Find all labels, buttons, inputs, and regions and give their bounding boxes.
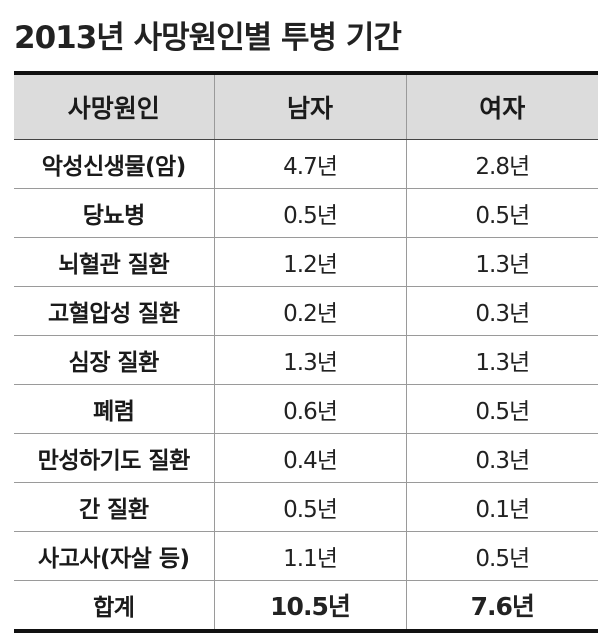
male-value-cell: 0.4년 bbox=[213, 433, 406, 483]
female-value-cell: 1.3년 bbox=[405, 237, 598, 287]
header-row: 사망원인 남자 여자 bbox=[14, 71, 598, 140]
total-female-cell: 7.6년 bbox=[405, 580, 598, 633]
female-value-cell: 0.3년 bbox=[405, 286, 598, 336]
male-value-cell: 0.5년 bbox=[213, 482, 406, 532]
table-header: 사망원인 남자 여자 bbox=[14, 71, 598, 140]
male-value-cell: 1.3년 bbox=[213, 335, 406, 385]
cause-cell: 뇌혈관 질환 bbox=[14, 237, 214, 287]
table-row: 사고사(자살 등) 1.1년 0.5년 bbox=[14, 531, 598, 581]
male-value-cell: 0.5년 bbox=[213, 188, 406, 238]
table-body: 악성신생물(암) 4.7년 2.8년 당뇨병 0.5년 0.5년 뇌혈관 질환 … bbox=[14, 139, 598, 633]
table-row: 악성신생물(암) 4.7년 2.8년 bbox=[14, 139, 598, 189]
female-value-cell: 0.5년 bbox=[405, 384, 598, 434]
table-row: 만성하기도 질환 0.4년 0.3년 bbox=[14, 433, 598, 483]
table-row: 간 질환 0.5년 0.1년 bbox=[14, 482, 598, 532]
female-value-cell: 1.3년 bbox=[405, 335, 598, 385]
cause-cell: 고혈압성 질환 bbox=[14, 286, 214, 336]
total-label-cell: 합계 bbox=[14, 580, 214, 633]
cause-cell: 사고사(자살 등) bbox=[14, 531, 214, 581]
table-row: 고혈압성 질환 0.2년 0.3년 bbox=[14, 286, 598, 336]
female-value-cell: 0.3년 bbox=[405, 433, 598, 483]
cause-cell: 간 질환 bbox=[14, 482, 214, 532]
male-value-cell: 1.2년 bbox=[213, 237, 406, 287]
male-value-cell: 0.2년 bbox=[213, 286, 406, 336]
table-row: 심장 질환 1.3년 1.3년 bbox=[14, 335, 598, 385]
male-value-cell: 0.6년 bbox=[213, 384, 406, 434]
cause-cell: 당뇨병 bbox=[14, 188, 214, 238]
table-row: 뇌혈관 질환 1.2년 1.3년 bbox=[14, 237, 598, 287]
table-row: 당뇨병 0.5년 0.5년 bbox=[14, 188, 598, 238]
table-row: 폐렴 0.6년 0.5년 bbox=[14, 384, 598, 434]
data-table-container: 사망원인 남자 여자 악성신생물(암) 4.7년 2.8년 당뇨병 0.5년 0… bbox=[14, 71, 598, 633]
cause-cell: 심장 질환 bbox=[14, 335, 214, 385]
female-value-cell: 2.8년 bbox=[405, 139, 598, 189]
header-male: 남자 bbox=[213, 71, 406, 140]
female-value-cell: 0.5년 bbox=[405, 188, 598, 238]
total-male-cell: 10.5년 bbox=[213, 580, 406, 633]
cause-cell: 만성하기도 질환 bbox=[14, 433, 214, 483]
male-value-cell: 4.7년 bbox=[213, 139, 406, 189]
header-cause: 사망원인 bbox=[14, 71, 214, 140]
male-value-cell: 1.1년 bbox=[213, 531, 406, 581]
page-title: 2013년 사망원인별 투병 기간 bbox=[14, 20, 402, 56]
cause-cell: 폐렴 bbox=[14, 384, 214, 434]
illness-duration-table: 사망원인 남자 여자 악성신생물(암) 4.7년 2.8년 당뇨병 0.5년 0… bbox=[14, 71, 598, 633]
total-row: 합계 10.5년 7.6년 bbox=[14, 580, 598, 633]
cause-cell: 악성신생물(암) bbox=[14, 139, 214, 189]
header-female: 여자 bbox=[405, 71, 598, 140]
female-value-cell: 0.1년 bbox=[405, 482, 598, 532]
female-value-cell: 0.5년 bbox=[405, 531, 598, 581]
